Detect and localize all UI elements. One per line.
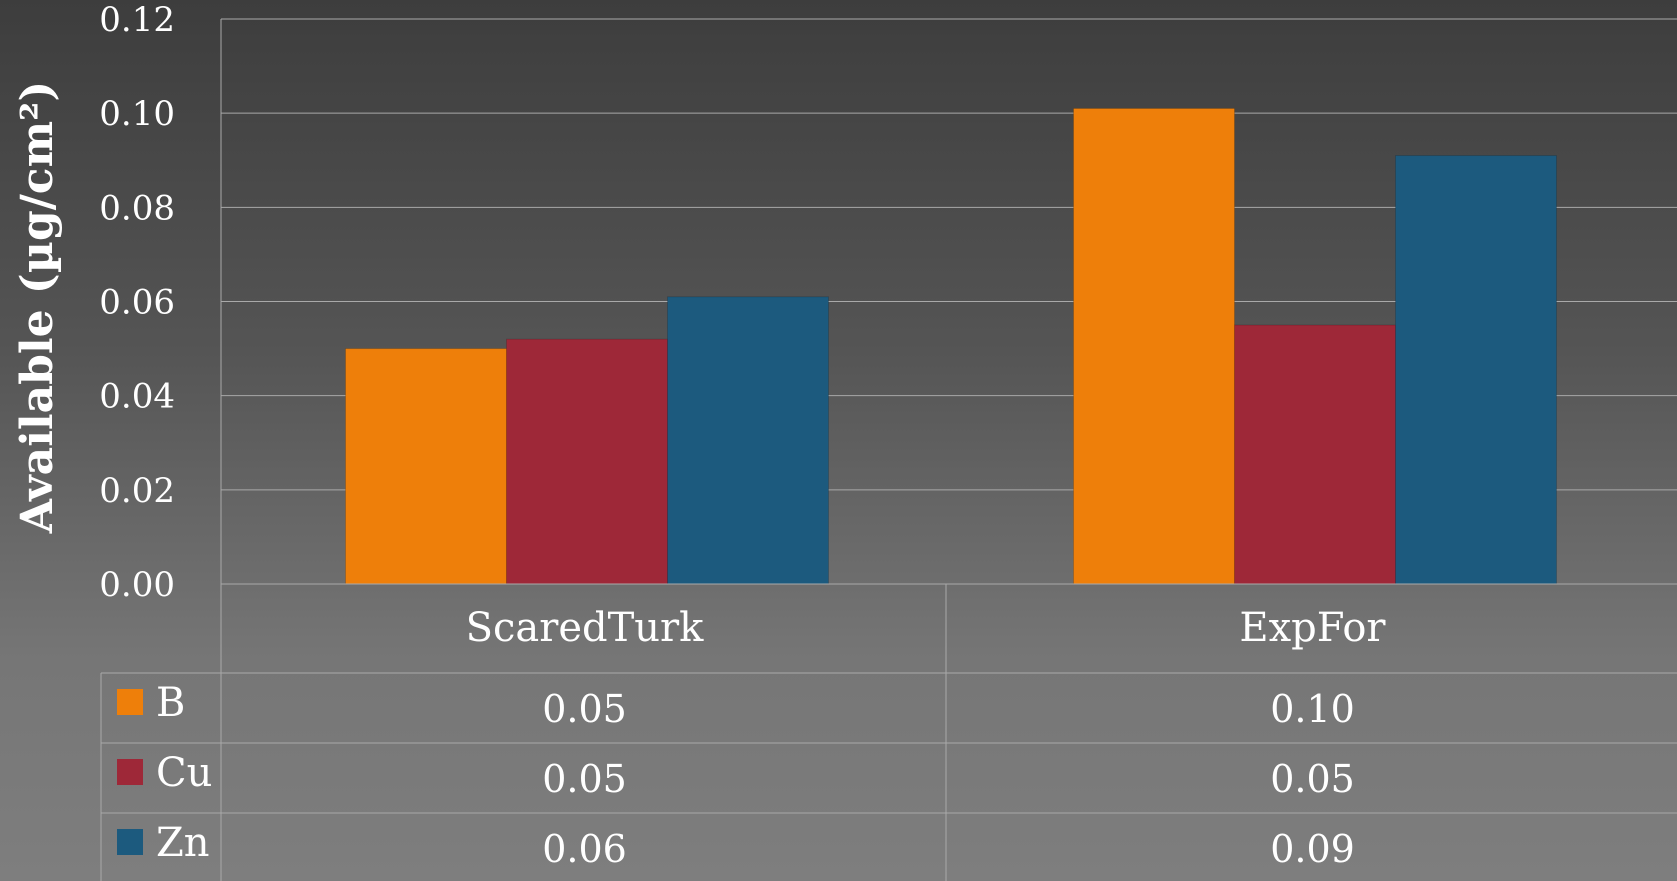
y-tick-label: 0.04 <box>99 377 175 417</box>
legend-swatch-b <box>117 689 143 715</box>
bars <box>345 107 1557 585</box>
bar-cu-expfor <box>1234 324 1396 585</box>
legend-label-zn: Zn <box>156 820 210 866</box>
y-tick-label: 0.02 <box>99 471 175 511</box>
bar-b-expfor <box>1073 107 1235 585</box>
y-tick-label: 0.06 <box>99 283 175 323</box>
legend-swatch-zn <box>117 829 143 855</box>
table-cell-value: 0.05 <box>542 757 627 801</box>
table-cell-value: 0.09 <box>1270 827 1355 871</box>
y-tick-label: 0.00 <box>99 565 175 605</box>
y-axis-label: Available (µg/cm²) <box>12 81 63 534</box>
bar-zn-scaredturk <box>667 296 829 585</box>
y-tick-label: 0.12 <box>99 0 175 40</box>
legend-swatch-cu <box>117 759 143 785</box>
data-table: ScaredTurk ExpFor B 0.05 0.10 Cu 0.05 0.05 Zn 0.0… <box>100 583 1677 881</box>
y-axis-ticks: 0.00 0.02 0.04 0.06 0.08 0.10 0.12 <box>99 0 175 605</box>
legend-label-b: B <box>156 680 185 726</box>
table-cell-value: 0.05 <box>542 687 627 731</box>
table-cell-value: 0.06 <box>542 827 627 871</box>
bar-zn-expfor <box>1395 155 1557 585</box>
table-cell-value: 0.10 <box>1270 687 1355 731</box>
y-tick-label: 0.10 <box>99 94 175 134</box>
bar-cu-scaredturk <box>506 338 668 585</box>
y-tick-label: 0.08 <box>99 188 175 228</box>
x-category-label: ScaredTurk <box>466 605 705 651</box>
table-cell-value: 0.05 <box>1270 757 1355 801</box>
bar-b-scaredturk <box>345 348 507 585</box>
legend-label-cu: Cu <box>156 750 212 796</box>
x-category-label: ExpFor <box>1239 605 1386 651</box>
